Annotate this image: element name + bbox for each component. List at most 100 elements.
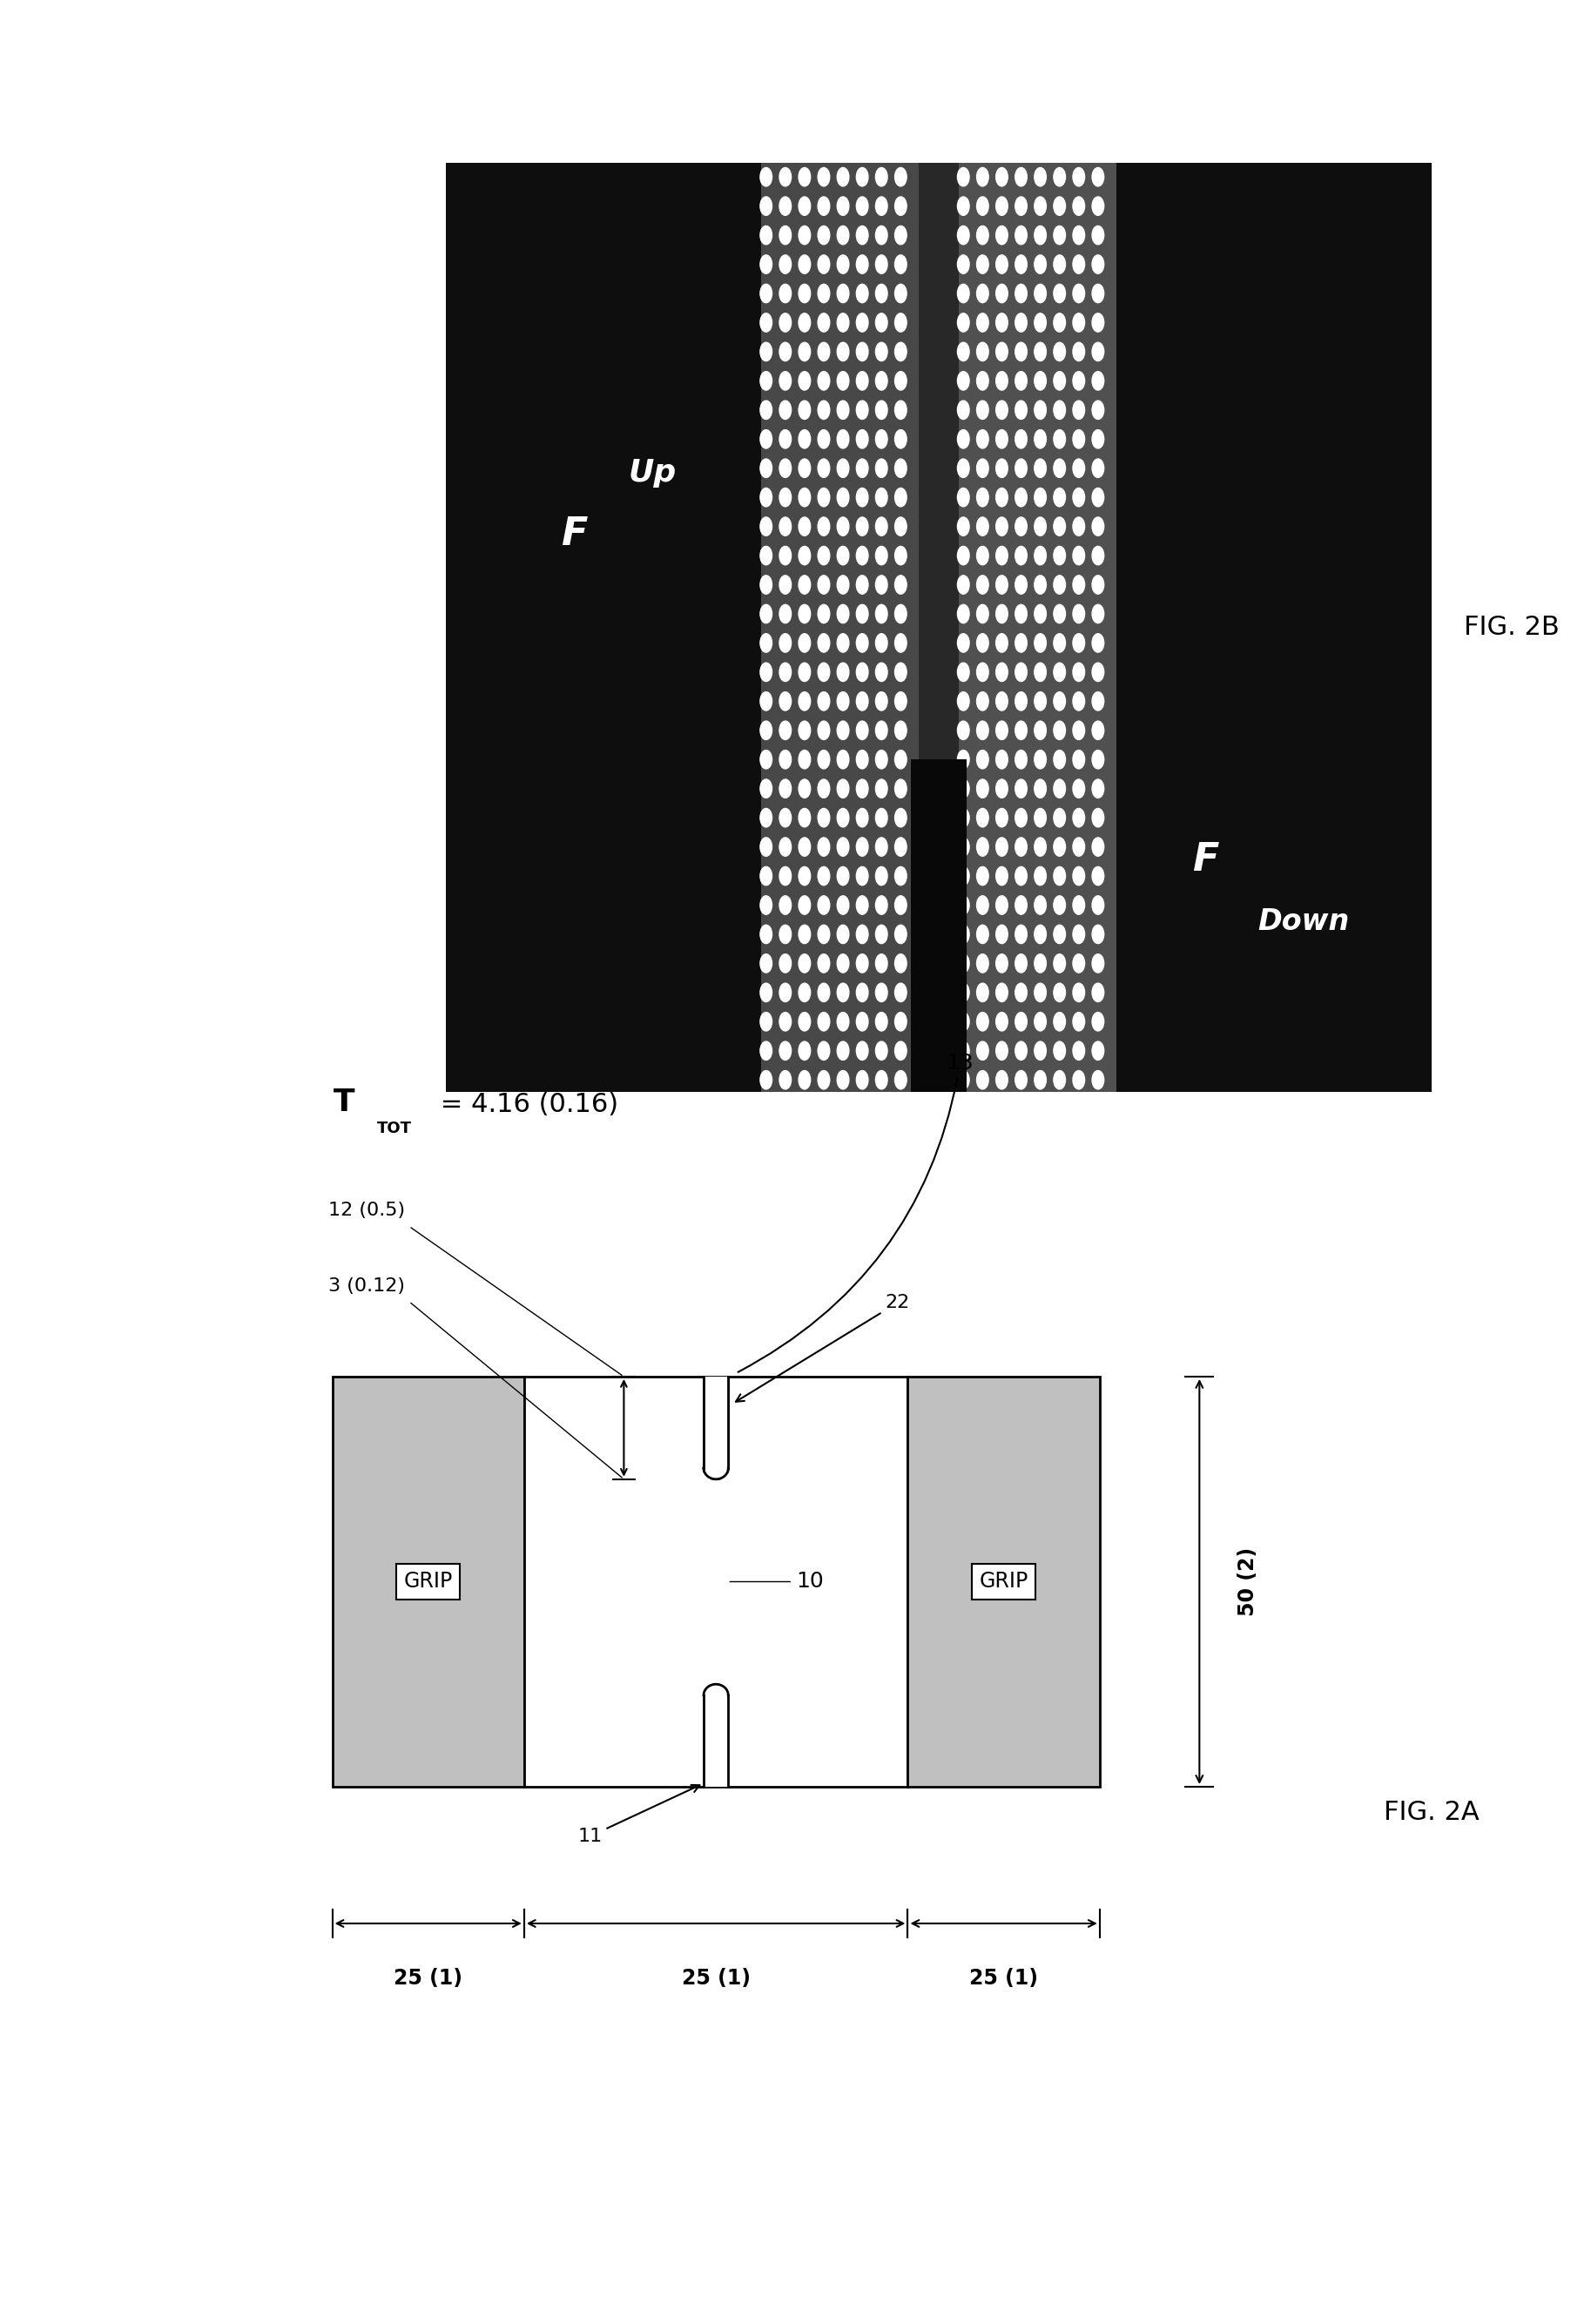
Circle shape [875, 1013, 888, 1032]
Circle shape [894, 400, 907, 418]
Circle shape [875, 925, 888, 944]
Circle shape [958, 342, 969, 360]
Circle shape [977, 546, 988, 565]
Circle shape [818, 867, 829, 885]
Circle shape [1072, 314, 1085, 332]
Circle shape [1053, 284, 1066, 302]
Circle shape [780, 518, 791, 537]
Circle shape [760, 430, 772, 449]
Circle shape [894, 430, 907, 449]
Circle shape [856, 925, 869, 944]
Circle shape [1053, 809, 1066, 827]
Circle shape [894, 256, 907, 274]
Circle shape [760, 167, 772, 186]
Circle shape [894, 458, 907, 476]
Circle shape [1053, 1041, 1066, 1060]
Circle shape [958, 198, 969, 216]
Text: F: F [560, 516, 587, 553]
Text: 50 (2): 50 (2) [1238, 1548, 1258, 1615]
Circle shape [818, 895, 829, 913]
Circle shape [818, 314, 829, 332]
Circle shape [818, 458, 829, 476]
Circle shape [1072, 1013, 1085, 1032]
Circle shape [1072, 198, 1085, 216]
Circle shape [894, 867, 907, 885]
Circle shape [875, 867, 888, 885]
Circle shape [1072, 372, 1085, 390]
Text: 12 (0.5): 12 (0.5) [328, 1202, 406, 1220]
Circle shape [1072, 576, 1085, 595]
Circle shape [837, 867, 850, 885]
Circle shape [875, 284, 888, 302]
Circle shape [1053, 372, 1066, 390]
Circle shape [780, 198, 791, 216]
Circle shape [1091, 1071, 1104, 1090]
Circle shape [780, 809, 791, 827]
Circle shape [837, 809, 850, 827]
Circle shape [856, 955, 869, 974]
Circle shape [996, 284, 1007, 302]
Circle shape [958, 604, 969, 623]
Circle shape [856, 693, 869, 711]
Text: GRIP: GRIP [404, 1571, 453, 1592]
Circle shape [1091, 1041, 1104, 1060]
Circle shape [837, 1013, 850, 1032]
Circle shape [1072, 779, 1085, 797]
Circle shape [958, 400, 969, 418]
Circle shape [1034, 372, 1047, 390]
Circle shape [760, 867, 772, 885]
Circle shape [875, 720, 888, 739]
Circle shape [1091, 895, 1104, 913]
Circle shape [760, 1013, 772, 1032]
Circle shape [1015, 925, 1026, 944]
Circle shape [1034, 634, 1047, 653]
Circle shape [1015, 284, 1026, 302]
Circle shape [996, 634, 1007, 653]
Circle shape [996, 1071, 1007, 1090]
Circle shape [996, 867, 1007, 885]
Circle shape [1034, 1071, 1047, 1090]
Circle shape [799, 634, 810, 653]
Circle shape [996, 1013, 1007, 1032]
Circle shape [818, 1071, 829, 1090]
Circle shape [837, 634, 850, 653]
Circle shape [799, 518, 810, 537]
Circle shape [894, 751, 907, 769]
Circle shape [818, 634, 829, 653]
Circle shape [1053, 955, 1066, 974]
Circle shape [1034, 837, 1047, 855]
Circle shape [760, 604, 772, 623]
Circle shape [996, 430, 1007, 449]
Circle shape [1091, 955, 1104, 974]
Circle shape [856, 488, 869, 507]
Circle shape [856, 895, 869, 913]
Circle shape [977, 284, 988, 302]
Circle shape [875, 1071, 888, 1090]
Circle shape [1053, 256, 1066, 274]
Circle shape [856, 314, 869, 332]
Circle shape [894, 604, 907, 623]
Circle shape [977, 925, 988, 944]
Circle shape [760, 809, 772, 827]
Circle shape [1034, 458, 1047, 476]
Circle shape [894, 925, 907, 944]
Circle shape [894, 372, 907, 390]
Circle shape [1034, 546, 1047, 565]
Circle shape [1015, 198, 1026, 216]
Circle shape [1072, 430, 1085, 449]
Circle shape [1034, 662, 1047, 681]
Circle shape [875, 488, 888, 507]
Circle shape [856, 809, 869, 827]
Circle shape [760, 983, 772, 1002]
Circle shape [1015, 458, 1026, 476]
Circle shape [958, 925, 969, 944]
Circle shape [1015, 955, 1026, 974]
Circle shape [1072, 751, 1085, 769]
Circle shape [977, 1041, 988, 1060]
Circle shape [837, 430, 850, 449]
Circle shape [1091, 342, 1104, 360]
Circle shape [818, 372, 829, 390]
Circle shape [1015, 1041, 1026, 1060]
Bar [958, 163, 1117, 1092]
Circle shape [1053, 400, 1066, 418]
